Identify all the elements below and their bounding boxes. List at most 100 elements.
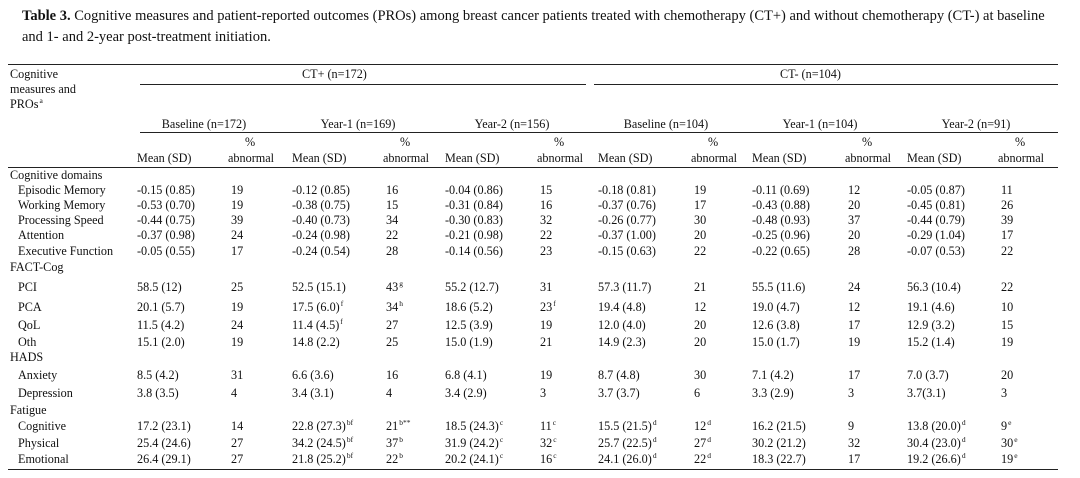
abnormal-header: abnormal xyxy=(537,151,584,165)
footnote-marker: bf xyxy=(346,434,354,444)
ct-minus-rule xyxy=(594,84,1058,85)
footnote-marker: b xyxy=(399,450,403,460)
mean-sd-cell: 56.3 (10.4) xyxy=(907,280,961,294)
percent-abnormal-cell: 22 xyxy=(540,228,553,242)
mean-sd-header: Mean (SD) xyxy=(445,151,500,165)
mean-sd-cell: 21.8 (25.2)bf xyxy=(292,450,354,466)
mean-sd-cell: 13.8 (20.0)d xyxy=(907,417,966,433)
mean-sd-cell: 18.3 (22.7) xyxy=(752,452,806,466)
percent-abnormal-cell: 19 xyxy=(231,198,244,212)
percent-abnormal-cell: 25 xyxy=(386,335,399,349)
footnote-marker: d xyxy=(707,450,711,460)
percent-abnormal-cell: 27d xyxy=(694,434,711,450)
percent-abnormal-cell: 22 xyxy=(1001,280,1014,294)
footnote-marker: d xyxy=(652,417,657,427)
footnote-marker: e xyxy=(1014,434,1018,444)
mean-sd-header: Mean (SD) xyxy=(907,151,962,165)
row-label: Executive Function xyxy=(18,244,114,258)
percent-abnormal-cell: 26 xyxy=(1001,198,1014,212)
percent-abnormal-cell: 23f xyxy=(540,298,556,314)
percent-abnormal-cell: 21 xyxy=(694,280,707,294)
section-title: FACT-Cog xyxy=(10,260,64,274)
mean-sd-cell: -0.24 (0.98) xyxy=(292,228,350,242)
percent-abnormal-cell: 30 xyxy=(694,368,707,382)
mean-sd-cell: -0.37 (0.76) xyxy=(598,198,656,212)
mean-sd-cell: -0.07 (0.53) xyxy=(907,244,965,258)
percent-abnormal-cell: 24 xyxy=(231,318,244,332)
mean-sd-cell: -0.48 (0.93) xyxy=(752,213,810,227)
mean-sd-cell: -0.05 (0.55) xyxy=(137,244,195,258)
mean-sd-cell: 3.4 (2.9) xyxy=(445,386,487,400)
mean-sd-cell: -0.26 (0.77) xyxy=(598,213,656,227)
percent-abnormal-cell: 20 xyxy=(848,198,861,212)
mean-sd-cell: 12.6 (3.8) xyxy=(752,318,800,332)
percent-abnormal-cell: 39 xyxy=(1001,213,1014,227)
percent-abnormal-cell: 20 xyxy=(694,318,707,332)
mean-sd-cell: 15.0 (1.7) xyxy=(752,335,800,349)
footnote-marker: c xyxy=(499,417,504,427)
mean-sd-cell: 58.5 (12) xyxy=(137,280,182,294)
percent-abnormal-cell: 27 xyxy=(231,452,244,466)
mean-sd-header: Mean (SD) xyxy=(752,151,807,165)
mean-sd-cell: 30.2 (21.2) xyxy=(752,436,806,450)
mean-sd-cell: 3.3 (2.9) xyxy=(752,386,794,400)
mean-sd-header: Mean (SD) xyxy=(598,151,653,165)
mean-sd-cell: -0.12 (0.85) xyxy=(292,183,350,197)
percent-abnormal-cell: 9 xyxy=(848,419,855,433)
mean-sd-cell: 31.9 (24.2)c xyxy=(445,434,504,450)
mean-sd-cell: 18.6 (5.2) xyxy=(445,300,493,314)
timepoint-header: Year-1 (n=169) xyxy=(320,117,396,131)
first-col-header-line: Cognitive xyxy=(10,67,59,81)
mean-sd-cell: 3.8 (3.5) xyxy=(137,386,179,400)
percent-abnormal-cell: 17 xyxy=(848,452,861,466)
percent-abnormal-cell: 6 xyxy=(694,386,701,400)
percent-abnormal-cell: 15 xyxy=(540,183,553,197)
percent-abnormal-cell: 3 xyxy=(848,386,855,400)
mean-sd-cell: 7.0 (3.7) xyxy=(907,368,949,382)
mean-sd-cell: 3.7(3.1) xyxy=(907,386,946,400)
percent-abnormal-cell: 19 xyxy=(231,183,244,197)
row-label: Emotional xyxy=(18,452,69,466)
mean-sd-cell: 18.5 (24.3)c xyxy=(445,417,504,433)
percent-abnormal-cell: 19e xyxy=(1001,450,1018,466)
mean-sd-cell: 14.9 (2.3) xyxy=(598,335,646,349)
mean-sd-cell: -0.14 (0.56) xyxy=(445,244,503,258)
section-title: Cognitive domains xyxy=(10,168,103,182)
mean-sd-cell: 30.4 (23.0)d xyxy=(907,434,966,450)
mean-sd-header: Mean (SD) xyxy=(137,151,192,165)
mean-sd-cell: -0.22 (0.65) xyxy=(752,244,810,258)
footnote-marker: d xyxy=(707,434,711,444)
abnormal-header: abnormal xyxy=(691,151,738,165)
percent-abnormal-cell: 10 xyxy=(1001,300,1014,314)
percent-abnormal-cell: 21b** xyxy=(386,417,411,433)
percent-header: % xyxy=(708,135,719,149)
percent-header: % xyxy=(245,135,256,149)
percent-abnormal-cell: 4 xyxy=(386,386,393,400)
table-label: Table 3. xyxy=(22,8,71,24)
row-label: Depression xyxy=(18,386,73,400)
mean-sd-cell: 15.2 (1.4) xyxy=(907,335,955,349)
table-top-rule xyxy=(8,64,1058,65)
percent-abnormal-cell: 20 xyxy=(1001,368,1014,382)
percent-abnormal-cell: 12d xyxy=(694,417,711,433)
footnote-marker: e xyxy=(1014,450,1018,460)
percent-abnormal-cell: 19 xyxy=(1001,335,1014,349)
mean-sd-cell: 17.5 (6.0)f xyxy=(292,298,344,314)
footnote-marker: d xyxy=(961,417,966,427)
percent-header: % xyxy=(554,135,565,149)
mean-sd-cell: -0.25 (0.96) xyxy=(752,228,810,242)
percent-abnormal-cell: 28 xyxy=(386,244,399,258)
percent-abnormal-cell: 32c xyxy=(540,434,557,450)
mean-sd-cell: -0.05 (0.87) xyxy=(907,183,965,197)
row-label: Working Memory xyxy=(18,198,106,212)
mean-sd-cell: 26.4 (29.1) xyxy=(137,452,191,466)
mean-sd-cell: 15.1 (2.0) xyxy=(137,335,185,349)
mean-sd-cell: 25.4 (24.6) xyxy=(137,436,191,450)
timepoint-header: Baseline (n=104) xyxy=(623,117,709,131)
footnote-marker: a xyxy=(39,95,43,105)
mean-sd-cell: 20.1 (5.7) xyxy=(137,300,185,314)
mean-sd-cell: 8.7 (4.8) xyxy=(598,368,640,382)
mean-sd-cell: -0.37 (0.98) xyxy=(137,228,195,242)
percent-abnormal-cell: 3 xyxy=(540,386,547,400)
group-header-ct-minus: CT- (n=104) xyxy=(780,67,841,81)
